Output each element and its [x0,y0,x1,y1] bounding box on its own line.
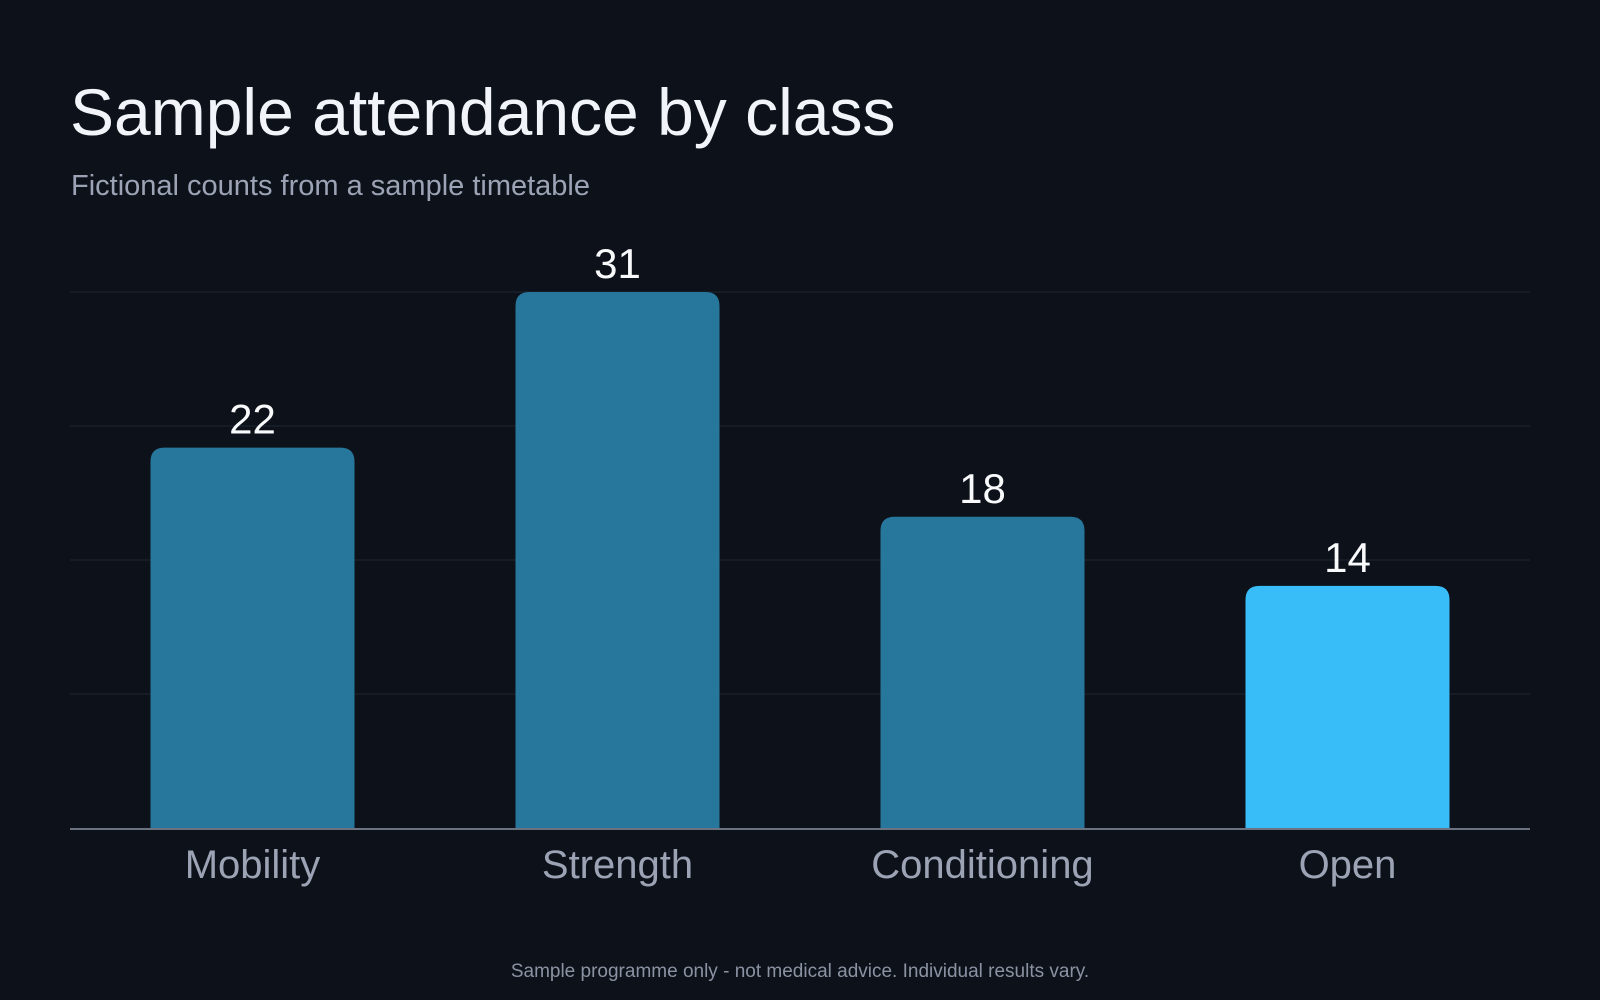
bar-mobility [150,447,355,828]
value-label: 31 [594,240,641,287]
category-label: Mobility [185,843,321,887]
footer-disclaimer: Sample programme only - not medical advi… [510,961,1090,982]
bar-open [1245,585,1450,828]
category-label: Conditioning [871,843,1093,887]
bars [150,292,1450,828]
value-label: 18 [959,465,1006,512]
labels: 22 Mobility 31 Strength 18 Conditioning 14 Open [185,240,1397,887]
value-label: 22 [229,396,276,443]
value-label: 14 [1324,534,1371,581]
bar-strength [515,292,720,828]
chart-subtitle: Fictional counts from a sample timetable [71,170,590,202]
category-label: Strength [542,843,693,887]
bar-conditioning [880,516,1085,828]
category-label: Open [1299,843,1397,887]
chart-title: Sample attendance by class [70,75,896,149]
